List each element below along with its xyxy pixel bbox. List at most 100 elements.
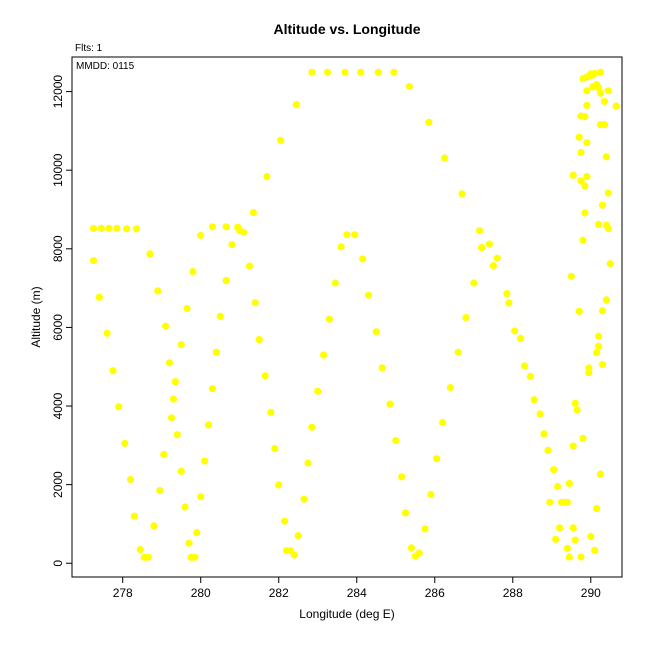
data-point — [503, 290, 511, 298]
data-point — [563, 544, 572, 552]
data-point — [173, 431, 181, 439]
x-tick-label: 286 — [425, 586, 445, 600]
data-point — [604, 224, 612, 232]
data-point — [489, 262, 497, 270]
data-point — [401, 509, 410, 517]
data-point — [216, 312, 224, 320]
data-point — [126, 475, 135, 484]
data-point — [171, 378, 179, 386]
x-tick-label: 278 — [113, 586, 133, 600]
data-point — [591, 546, 599, 554]
data-point — [359, 255, 367, 263]
data-point — [212, 348, 220, 356]
data-point — [567, 272, 575, 280]
x-axis: 278 280 282 284 286 288 290 — [113, 577, 601, 600]
data-point — [511, 327, 519, 335]
x-tick-label: 280 — [191, 586, 211, 600]
data-point — [249, 209, 257, 217]
data-point — [485, 240, 493, 248]
data-point — [160, 450, 168, 458]
data-point — [427, 490, 435, 499]
data-point — [581, 113, 589, 121]
data-point — [103, 329, 111, 337]
plot-frame — [71, 56, 623, 578]
data-point — [439, 418, 447, 427]
data-point — [505, 299, 513, 307]
data-point — [565, 553, 573, 561]
data-point — [581, 209, 589, 217]
data-point — [165, 359, 174, 367]
data-point — [177, 341, 185, 349]
data-point — [364, 291, 373, 299]
data-point — [526, 372, 534, 381]
data-point — [598, 307, 607, 315]
data-point — [575, 133, 583, 141]
data-point — [602, 153, 611, 161]
data-point — [222, 277, 230, 285]
data-point — [277, 136, 285, 144]
data-point — [517, 334, 525, 342]
data-point — [245, 262, 254, 270]
data-point — [109, 367, 117, 375]
data-point — [320, 351, 328, 359]
data-point — [446, 384, 454, 392]
data-point — [575, 307, 583, 315]
data-point — [386, 400, 394, 408]
data-point — [183, 304, 191, 313]
data-point — [197, 231, 205, 239]
x-tick-label: 290 — [581, 586, 601, 600]
data-point — [595, 84, 603, 92]
data-point — [154, 287, 162, 295]
data-point — [263, 172, 271, 181]
data-point — [579, 434, 587, 442]
data-point — [89, 257, 98, 265]
data-point — [181, 503, 189, 511]
data-point — [331, 279, 339, 287]
data-point — [579, 236, 587, 244]
data-point — [189, 268, 197, 276]
y-tick-label: 12000 — [51, 75, 65, 109]
data-point — [300, 495, 308, 503]
data-point — [162, 322, 170, 330]
data-point — [314, 387, 322, 395]
data-point — [421, 525, 429, 533]
data-point — [95, 293, 103, 301]
data-point — [267, 408, 275, 416]
y-tick-label: 2000 — [51, 471, 65, 498]
data-point — [337, 243, 345, 251]
data-point — [569, 442, 577, 450]
data-point — [121, 439, 129, 447]
data-point — [105, 224, 113, 232]
data-point — [169, 395, 177, 403]
data-point — [261, 372, 269, 380]
data-point — [201, 457, 209, 465]
data-point — [598, 360, 607, 368]
data-point — [113, 224, 121, 232]
data-point — [604, 87, 612, 95]
data-point — [604, 189, 612, 197]
chart-title: Altitude vs. Longitude — [274, 21, 421, 37]
data-point — [540, 430, 548, 438]
data-point — [577, 553, 585, 561]
data-point — [191, 553, 199, 561]
data-point — [454, 348, 462, 356]
data-point — [405, 82, 413, 91]
data-point — [583, 101, 591, 109]
y-tick-label: 6000 — [51, 314, 65, 341]
data-point — [565, 479, 573, 488]
data-point — [271, 444, 279, 453]
y-axis: 0 2000 4000 6000 8000 10000 12000 — [51, 75, 72, 567]
data-point — [208, 223, 216, 231]
data-point — [583, 172, 591, 181]
data-point — [563, 498, 572, 506]
data-point — [185, 539, 193, 547]
data-point — [583, 139, 591, 147]
x-tick-label: 282 — [269, 586, 289, 600]
data-point — [89, 224, 98, 232]
data-point — [591, 69, 599, 78]
data-point — [544, 446, 552, 454]
data-point — [571, 536, 579, 544]
data-point — [130, 512, 138, 520]
data-point — [144, 553, 152, 561]
data-point — [550, 466, 558, 474]
